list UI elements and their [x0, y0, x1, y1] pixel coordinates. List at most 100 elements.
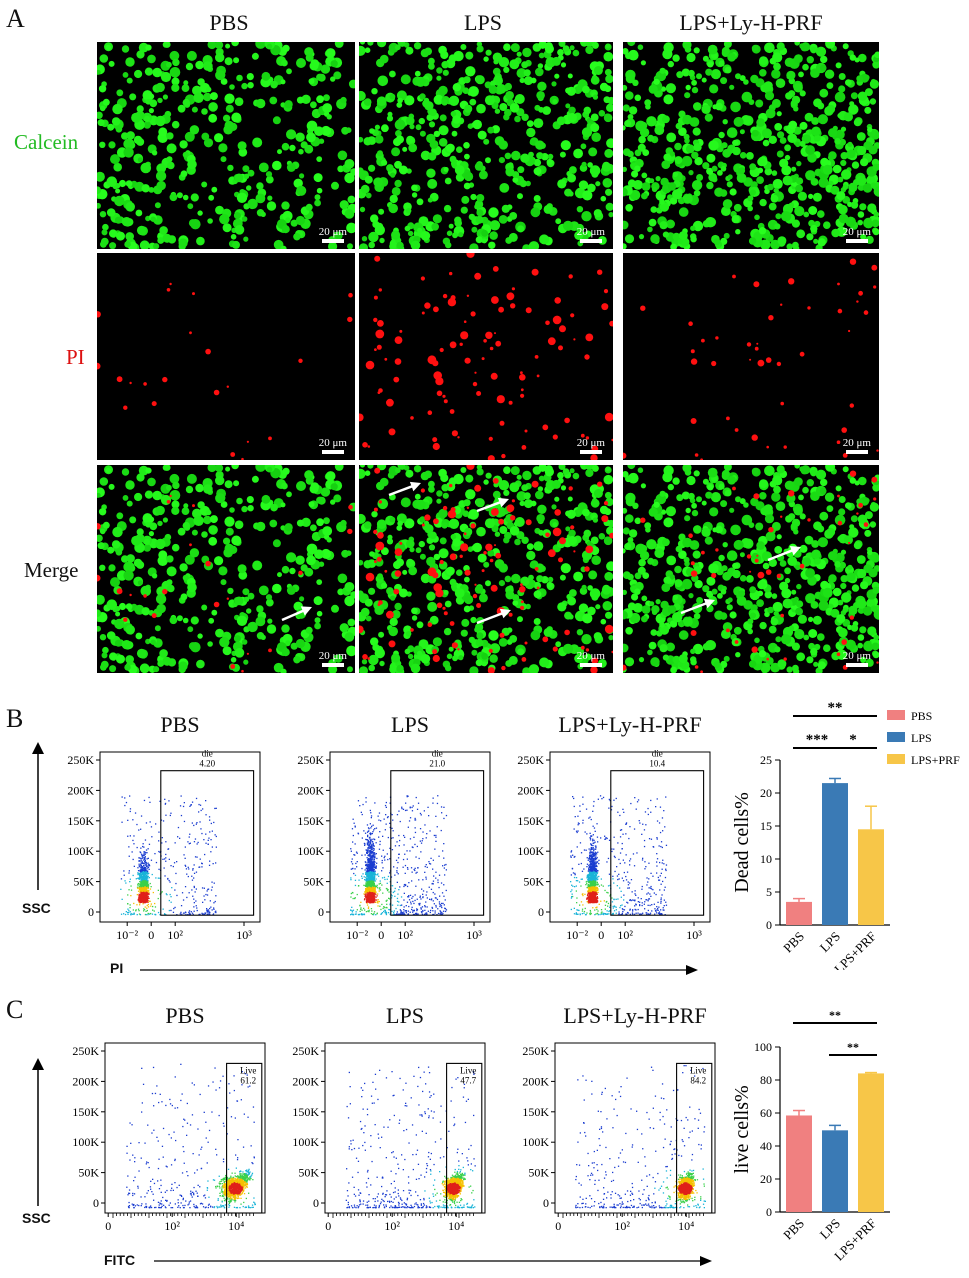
- green-cell: [764, 611, 770, 618]
- red-cell: [459, 554, 463, 558]
- green-cell: [503, 466, 511, 474]
- red-cell: [373, 529, 378, 535]
- green-cell: [807, 576, 817, 586]
- green-cell: [860, 158, 869, 167]
- green-cell: [498, 157, 505, 164]
- green-cell: [810, 491, 820, 501]
- red-cell: [97, 574, 101, 582]
- green-cell: [409, 547, 415, 553]
- green-cell: [440, 473, 449, 483]
- green-cell: [389, 516, 396, 523]
- green-cell: [138, 42, 149, 53]
- micrograph-merge-lps-ly-h-prf: 20 μm: [623, 465, 879, 673]
- green-cell: [411, 615, 418, 621]
- red-cell: [424, 302, 431, 309]
- green-cell: [261, 71, 271, 81]
- green-cell: [475, 200, 484, 209]
- green-cell: [791, 589, 797, 595]
- red-cell: [542, 636, 549, 643]
- green-cell: [107, 546, 115, 554]
- red-cell: [694, 665, 699, 669]
- green-cell: [183, 80, 189, 86]
- green-cell: [203, 138, 214, 148]
- green-cell: [431, 223, 439, 231]
- green-cell: [560, 62, 567, 68]
- green-cell: [706, 167, 714, 175]
- green-cell: [345, 550, 352, 556]
- green-cell: [637, 44, 644, 50]
- gate-name: die: [432, 750, 443, 759]
- green-cell: [573, 148, 583, 159]
- green-cell: [438, 125, 449, 136]
- green-cell: [849, 101, 855, 107]
- green-cell: [125, 180, 133, 187]
- micrograph-pi-lps-ly-h-prf: 20 μm: [623, 253, 879, 460]
- red-cell: [873, 497, 877, 501]
- green-cell: [106, 599, 118, 610]
- green-cell: [379, 660, 385, 667]
- green-cell: [448, 223, 454, 229]
- scale-bar-line: [579, 663, 602, 667]
- green-cell: [629, 612, 641, 624]
- green-cell: [686, 475, 696, 486]
- flow-title-1: LPS: [386, 1003, 424, 1028]
- green-cell: [623, 548, 626, 554]
- green-cell: [238, 570, 248, 580]
- red-cell: [499, 420, 505, 426]
- red-cell: [757, 571, 765, 579]
- green-cell: [184, 554, 195, 565]
- red-cell: [841, 427, 847, 433]
- green-cell: [690, 648, 696, 654]
- scale-bar: 20 μm: [577, 650, 605, 667]
- green-cell: [569, 589, 577, 597]
- green-cell: [667, 182, 677, 191]
- green-cell: [603, 536, 613, 546]
- green-cell: [736, 173, 747, 183]
- green-cell: [810, 224, 818, 233]
- green-cell: [296, 481, 306, 491]
- green-cell: [298, 148, 304, 155]
- green-cell: [772, 601, 783, 613]
- green-cell: [764, 514, 775, 524]
- green-cell: [771, 521, 781, 531]
- green-cell: [231, 112, 242, 123]
- green-cell: [591, 465, 599, 472]
- green-cell: [256, 521, 266, 532]
- green-cell: [653, 78, 660, 85]
- green-cell: [360, 42, 365, 45]
- red-cell: [590, 666, 598, 673]
- green-cell: [730, 101, 741, 113]
- green-cell: [623, 610, 628, 620]
- green-cell: [715, 525, 723, 534]
- green-cell: [377, 42, 387, 48]
- green-cell: [641, 595, 648, 602]
- green-cell: [773, 187, 779, 194]
- red-cell: [603, 501, 609, 506]
- green-cell: [359, 666, 368, 673]
- green-cell: [247, 82, 254, 89]
- green-cell: [869, 521, 877, 528]
- green-cell: [685, 144, 695, 154]
- green-cell: [310, 482, 320, 491]
- red-cell: [481, 357, 485, 361]
- green-cell: [554, 496, 560, 502]
- green-cell: [489, 231, 498, 240]
- red-cell: [116, 376, 123, 383]
- green-cell: [433, 94, 444, 105]
- green-cell: [813, 134, 821, 142]
- green-cell: [414, 70, 421, 77]
- green-cell: [516, 68, 527, 79]
- green-cell: [719, 612, 728, 620]
- green-cell: [337, 573, 348, 584]
- green-cell: [838, 496, 846, 503]
- green-cell: [735, 73, 741, 80]
- green-cell: [813, 98, 822, 108]
- green-cell: [443, 590, 449, 595]
- green-cell: [754, 214, 760, 221]
- green-cell: [708, 140, 719, 151]
- green-cell: [208, 194, 215, 201]
- red-cell: [347, 316, 353, 323]
- green-cell: [702, 55, 709, 62]
- green-cell: [756, 541, 765, 550]
- green-cell: [787, 556, 797, 566]
